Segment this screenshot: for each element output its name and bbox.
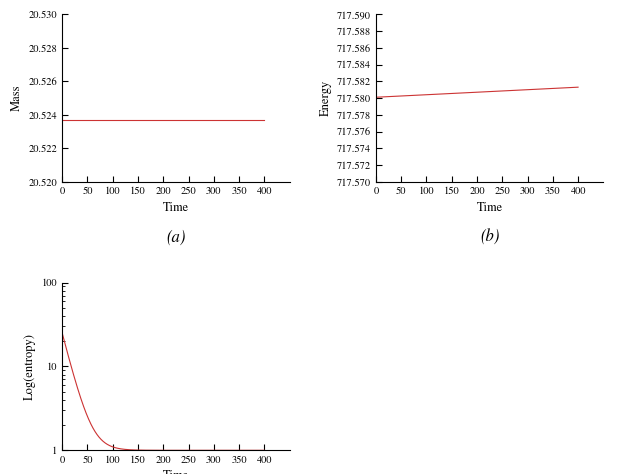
X-axis label: Time: Time [163, 470, 189, 474]
Text: (a): (a) [166, 229, 185, 246]
Text: (b): (b) [480, 229, 499, 246]
Y-axis label: Energy: Energy [320, 80, 332, 116]
Y-axis label: Log(entropy): Log(entropy) [24, 333, 36, 400]
X-axis label: Time: Time [163, 202, 189, 214]
Y-axis label: Mass: Mass [11, 85, 23, 111]
X-axis label: Time: Time [476, 202, 503, 214]
